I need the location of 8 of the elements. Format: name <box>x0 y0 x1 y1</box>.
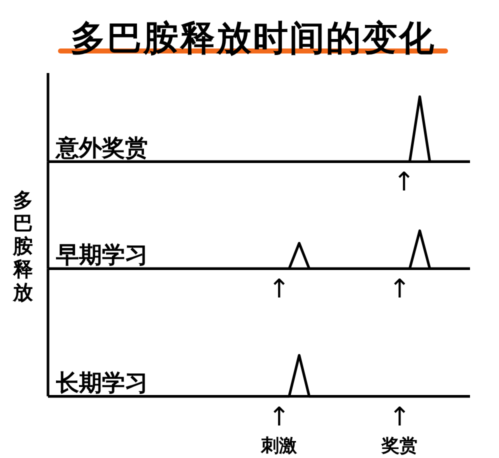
text: ↑ <box>393 168 415 198</box>
chart-title: 多巴胺释放时间的变化 <box>70 19 436 59</box>
series-label: 早期学习 <box>55 242 148 269</box>
x-tick-label: ↑ 刺激 <box>260 402 298 456</box>
y-axis-title: 多巴胺释放 <box>12 188 34 304</box>
series-label: 意外奖赏 <box>55 136 148 162</box>
series-label: 长期学习 <box>55 370 148 396</box>
x-tick-label: ↑ 奖赏 <box>380 402 418 456</box>
